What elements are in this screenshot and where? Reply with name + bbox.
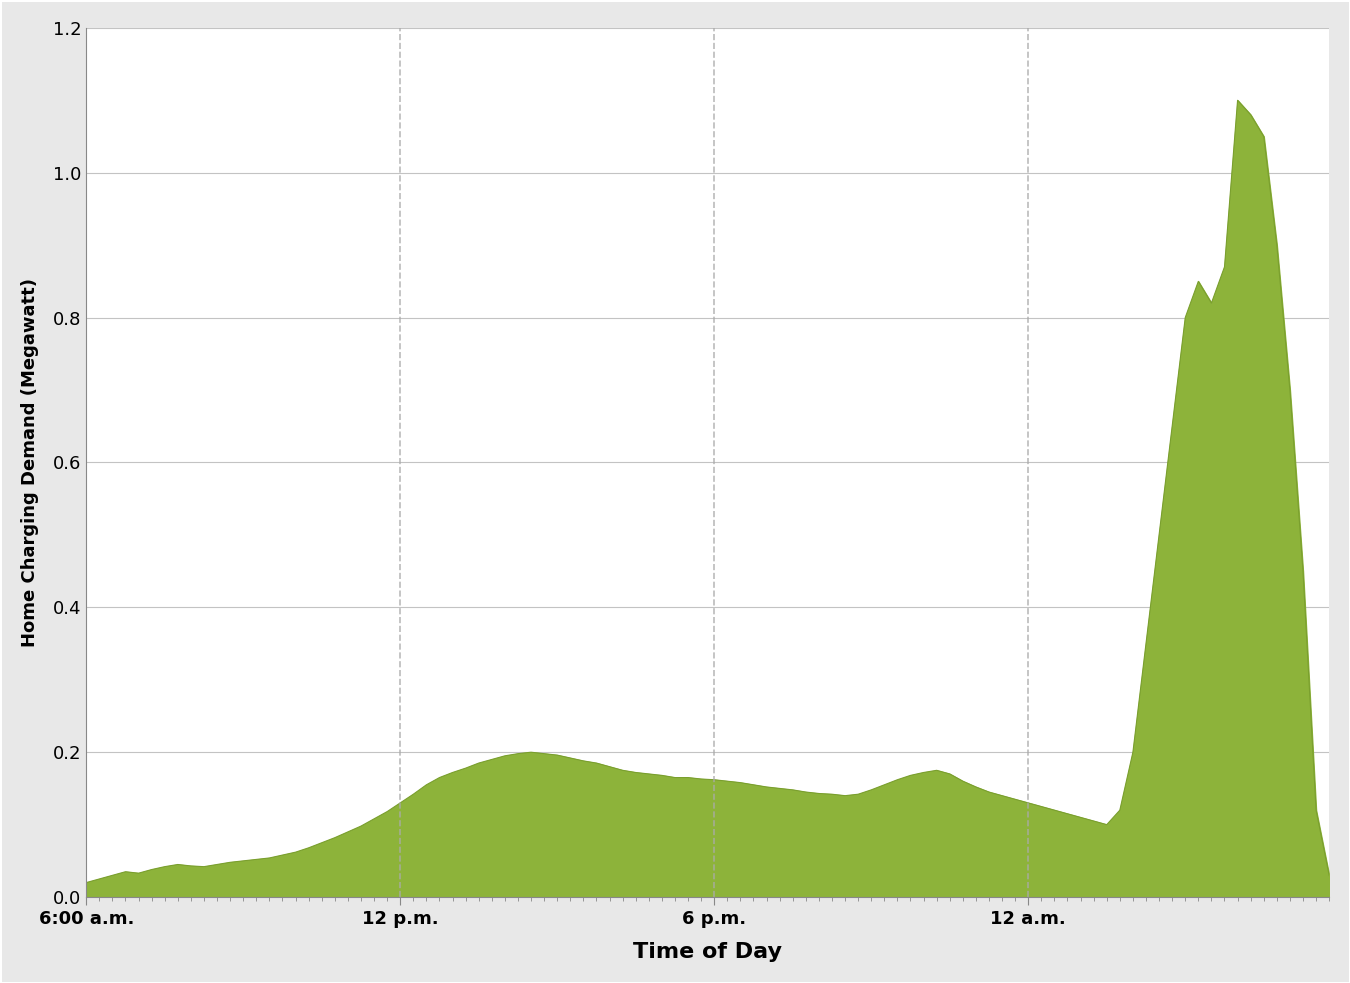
X-axis label: Time of Day: Time of Day bbox=[633, 942, 782, 962]
Y-axis label: Home Charging Demand (Megawatt): Home Charging Demand (Megawatt) bbox=[20, 278, 39, 647]
